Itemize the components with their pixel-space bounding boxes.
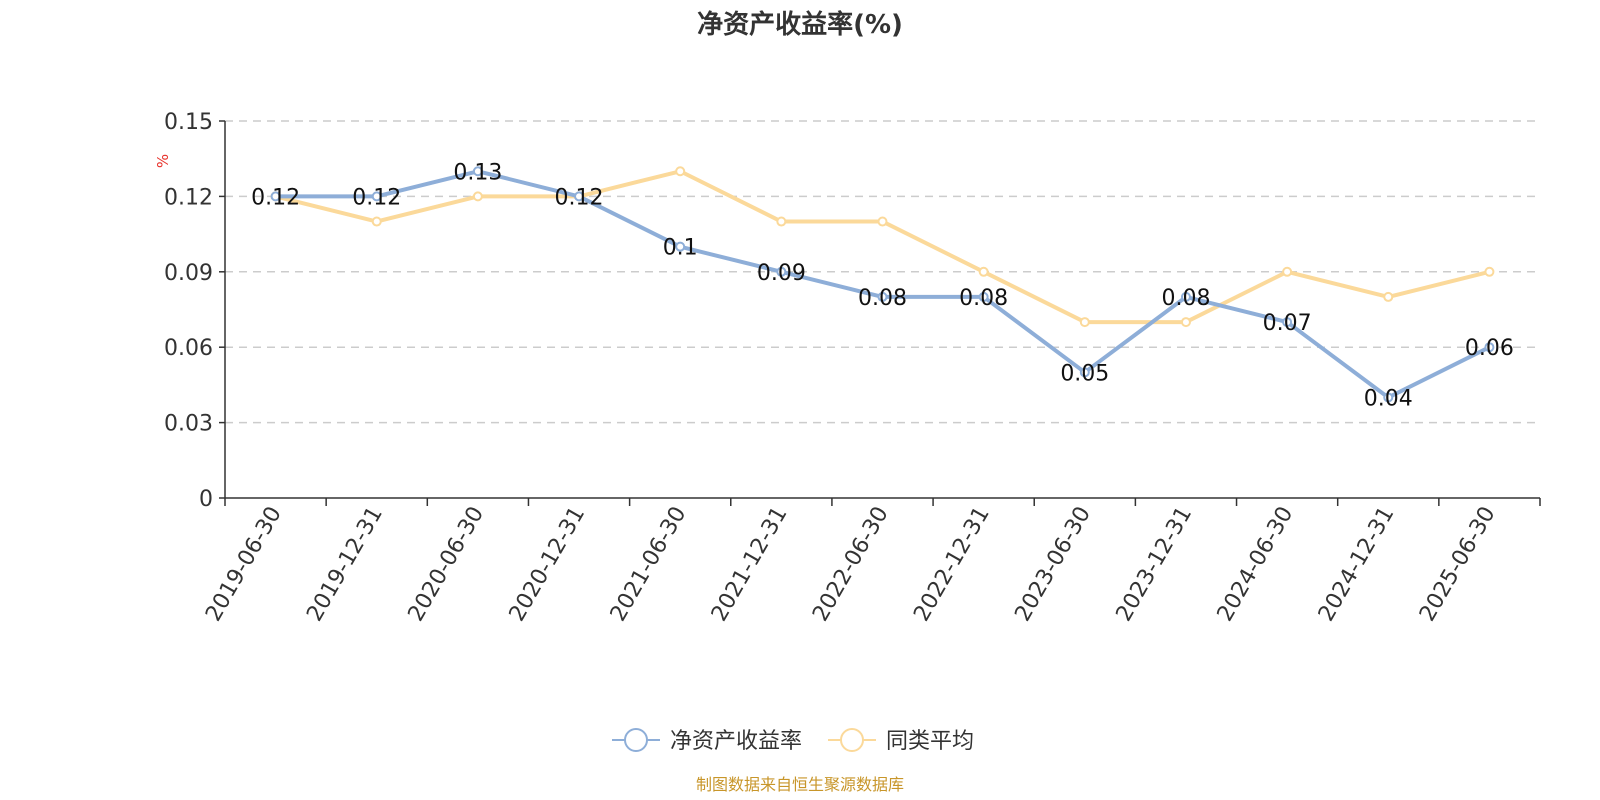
y-tick-label: 0.06 xyxy=(164,336,213,361)
series-point-1 xyxy=(675,166,686,177)
data-label: 0.12 xyxy=(251,185,300,210)
series-point-0 xyxy=(776,266,787,277)
x-tick-label: 2024-12-31 xyxy=(1314,503,1400,626)
data-label: 0.09 xyxy=(757,261,806,286)
data-label: 0.12 xyxy=(555,185,604,210)
legend-item-0[interactable]: 净资产收益率 xyxy=(612,728,802,754)
series-point-1 xyxy=(978,266,989,277)
series-point-1 xyxy=(371,216,382,227)
x-tick-label: 2021-12-31 xyxy=(707,503,793,626)
legend-label: 同类平均 xyxy=(886,729,974,754)
legend[interactable]: 净资产收益率 同类平均 xyxy=(612,728,974,754)
series-point-0 xyxy=(1383,392,1394,403)
y-tick-label: 0.12 xyxy=(164,185,213,210)
legend-item-1[interactable]: 同类平均 xyxy=(828,728,974,754)
x-tick-label: 2021-06-30 xyxy=(606,503,692,626)
y-tick-label: 0 xyxy=(199,487,213,512)
series-point-0 xyxy=(675,241,686,252)
series-point-1 xyxy=(1484,266,1495,277)
chart-title: 净资产收益率(%) xyxy=(697,9,903,40)
x-tick-label: 2020-12-31 xyxy=(505,503,591,626)
x-tick-label: 2023-12-31 xyxy=(1112,503,1198,626)
series-point-1 xyxy=(1180,317,1191,328)
x-tick-label: 2019-06-30 xyxy=(201,503,287,626)
series-point-0 xyxy=(1180,291,1191,302)
data-label: 0.08 xyxy=(959,286,1008,311)
x-tick-label: 2020-06-30 xyxy=(404,503,490,626)
data-label: 0.12 xyxy=(352,185,401,210)
series-point-1 xyxy=(472,191,483,202)
legend-marker-icon xyxy=(624,728,648,752)
series-point-0 xyxy=(574,191,585,202)
grid-lines xyxy=(225,120,1540,424)
series-point-0 xyxy=(371,191,382,202)
data-label: 0.13 xyxy=(453,160,502,185)
series-point-0 xyxy=(270,191,281,202)
x-tick-label: 2024-06-30 xyxy=(1213,503,1299,626)
data-label: 0.08 xyxy=(858,286,907,311)
data-labels: 0.12 0.12 0.13 0.12 0.1 0.09 0.08 0.08 0.05 0.08 0… xyxy=(251,160,1514,411)
data-label: 0.08 xyxy=(1161,286,1210,311)
data-label: 0.07 xyxy=(1263,311,1312,336)
series-point-1 xyxy=(776,216,787,227)
source-note: 制图数据来自恒生聚源数据库 xyxy=(696,775,904,794)
legend-marker-icon xyxy=(840,728,864,752)
x-tick-label: 2022-06-30 xyxy=(808,503,894,626)
x-tick-label: 2022-12-31 xyxy=(909,502,995,625)
series-lines xyxy=(270,166,1495,403)
series-point-0 xyxy=(1079,367,1090,378)
series-line-0 xyxy=(275,169,1491,400)
data-label: 0.05 xyxy=(1060,361,1109,386)
y-unit-label: % xyxy=(154,154,172,168)
y-tick-label: 0.03 xyxy=(164,412,213,437)
x-tick-label: 2019-12-31 xyxy=(302,503,388,626)
data-label: 0.04 xyxy=(1364,386,1413,411)
series-point-1 xyxy=(1383,291,1394,302)
x-tick-label: 2023-06-30 xyxy=(1010,503,1096,626)
y-tick-label: 0.09 xyxy=(164,261,213,286)
series-point-1 xyxy=(1282,266,1293,277)
series-point-1 xyxy=(877,216,888,227)
data-label: 0.1 xyxy=(663,236,698,261)
legend-label: 净资产收益率 xyxy=(670,729,802,754)
series-point-0 xyxy=(877,291,888,302)
data-label: 0.06 xyxy=(1465,336,1514,361)
y-tick-label: 0.15 xyxy=(164,110,213,135)
series-point-0 xyxy=(1282,317,1293,328)
series-point-0 xyxy=(472,166,483,177)
series-point-0 xyxy=(1484,342,1495,353)
series-point-1 xyxy=(1079,317,1090,328)
series-point-0 xyxy=(978,291,989,302)
x-tick-label: 2025-06-30 xyxy=(1415,503,1501,626)
